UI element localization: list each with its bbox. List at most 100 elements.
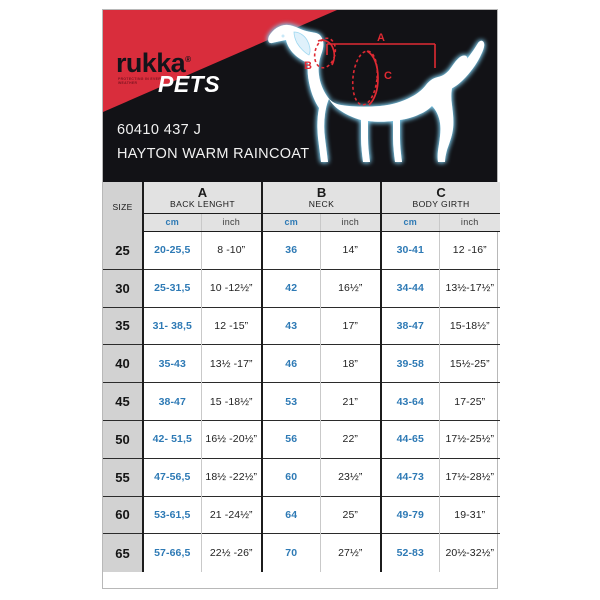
- measurement-marker-b: B: [304, 37, 337, 72]
- row-a-inch: 12 -15”: [200, 306, 262, 345]
- row-c-inch: 17½-25½”: [438, 419, 501, 459]
- table-row: 55 47-56,5 18½ -22½” 60 23½” 44-73 17½-28½”: [103, 457, 501, 497]
- row-b-cm: 70: [261, 533, 320, 572]
- row-b-inch: 23½”: [319, 457, 382, 497]
- registered-mark: ®: [185, 55, 191, 64]
- group-b-name: NECK: [308, 199, 335, 209]
- row-a-inch: 10 -12½”: [200, 268, 262, 308]
- group-c-letter: C: [436, 185, 446, 200]
- row-a-cm: 47-56,5: [142, 457, 201, 497]
- header-group-c: C BODY GIRTH: [380, 182, 501, 214]
- row-size: 55: [103, 457, 143, 497]
- row-a-cm: 57-66,5: [142, 533, 201, 572]
- size-table: SIZE A BACK LENGHT B NECK C BODY GIRTH c…: [103, 182, 501, 572]
- group-a-letter: A: [197, 185, 208, 200]
- row-b-inch: 21”: [319, 382, 382, 421]
- row-c-inch: 17½-28½”: [438, 457, 501, 497]
- brand-logo: rukka® PROTECTING IN EVERY WEATHER PETS: [116, 48, 286, 96]
- row-c-cm: 49-79: [380, 495, 440, 534]
- row-size: 45: [103, 382, 143, 421]
- row-c-cm: 44-73: [380, 457, 440, 497]
- row-c-cm: 38-47: [380, 306, 440, 345]
- row-a-cm: 38-47: [142, 382, 201, 421]
- table-row: 40 35-43 13½ -17” 46 18” 39-58 15½-25”: [103, 344, 501, 383]
- row-c-inch: 12 -16”: [438, 231, 501, 270]
- row-b-cm: 53: [261, 382, 320, 421]
- row-c-inch: 20½-32½”: [438, 533, 501, 572]
- row-c-cm: 34-44: [380, 268, 440, 308]
- row-size: 35: [103, 306, 143, 345]
- row-a-cm: 53-61,5: [142, 495, 201, 534]
- row-a-inch: 8 -10”: [200, 231, 262, 270]
- row-b-inch: 25”: [319, 495, 382, 534]
- row-a-cm: 20-25,5: [142, 231, 201, 270]
- table-row: 65 57-66,5 22½ -26” 70 27½” 52-83 20½-32½”: [103, 533, 501, 572]
- group-a-name: BACK LENGHT: [169, 199, 236, 209]
- row-b-cm: 60: [261, 457, 320, 497]
- row-b-cm: 43: [261, 306, 320, 345]
- row-size: 30: [103, 268, 143, 308]
- row-a-cm: 25-31,5: [142, 268, 201, 308]
- marker-b-label: B: [304, 60, 312, 72]
- header-c-cm: cm: [380, 213, 440, 232]
- row-b-inch: 22”: [319, 419, 382, 459]
- row-size: 25: [103, 231, 143, 270]
- header-b-cm: cm: [261, 213, 320, 232]
- table-body: 25 20-25,5 8 -10” 36 14” 30-41 12 -16” 30 25-31,…: [103, 231, 501, 572]
- row-c-inch: 15-18½”: [438, 306, 501, 345]
- row-a-cm: 31- 38,5: [142, 306, 201, 345]
- row-a-inch: 18½ -22½”: [200, 457, 262, 497]
- group-b-letter: B: [316, 185, 327, 200]
- row-size: 65: [103, 533, 143, 572]
- row-b-cm: 36: [261, 231, 320, 270]
- header-a-inch: inch: [200, 213, 262, 232]
- row-a-inch: 15 -18½”: [200, 382, 262, 421]
- row-c-inch: 13½-17½”: [438, 268, 501, 308]
- table-row: 30 25-31,5 10 -12½” 42 16½” 34-44 13½-17½”: [103, 268, 501, 308]
- marker-a-label: A: [377, 32, 385, 44]
- row-c-cm: 52-83: [380, 533, 440, 572]
- row-c-cm: 43-64: [380, 382, 440, 421]
- row-size: 40: [103, 344, 143, 383]
- row-b-cm: 56: [261, 419, 320, 459]
- product-code: 60410 437 J: [117, 122, 202, 138]
- table-row: 25 20-25,5 8 -10” 36 14” 30-41 12 -16”: [103, 231, 501, 270]
- row-b-cm: 42: [261, 268, 320, 308]
- row-b-inch: 16½”: [319, 268, 382, 308]
- table-row: 45 38-47 15 -18½” 53 21” 43-64 17-25”: [103, 382, 501, 421]
- table-row: 35 31- 38,5 12 -15” 43 17” 38-47 15-18½”: [103, 306, 501, 345]
- row-a-cm: 35-43: [142, 344, 201, 383]
- hero-panel: rukka® PROTECTING IN EVERY WEATHER PETS …: [103, 10, 497, 182]
- dog-body: [268, 24, 485, 162]
- row-c-cm: 44-65: [380, 419, 440, 459]
- row-b-cm: 46: [261, 344, 320, 383]
- product-name: HAYTON WARM RAINCOAT: [117, 146, 310, 162]
- header-b-inch: inch: [319, 213, 382, 232]
- size-chart: rukka® PROTECTING IN EVERY WEATHER PETS …: [102, 9, 501, 589]
- row-size: 50: [103, 419, 143, 459]
- header-units-row: cm inch cm inch cm inch: [103, 213, 501, 232]
- row-a-inch: 13½ -17”: [200, 344, 262, 383]
- dog-illustration: A B C: [268, 24, 485, 162]
- row-b-inch: 14”: [319, 231, 382, 270]
- row-b-inch: 27½”: [319, 533, 382, 572]
- brand-tagline: PROTECTING IN EVERY WEATHER: [118, 77, 164, 86]
- brand-name: rukka®: [116, 48, 191, 78]
- header-group-b: B NECK: [260, 182, 382, 214]
- table-header: SIZE A BACK LENGHT B NECK C BODY GIRTH c…: [103, 182, 501, 232]
- row-b-inch: 18”: [319, 344, 382, 383]
- row-c-inch: 17-25”: [438, 382, 501, 421]
- row-a-inch: 16½ -20½”: [200, 419, 262, 459]
- header-group-a: A BACK LENGHT: [142, 182, 262, 214]
- group-c-name: BODY GIRTH: [412, 199, 470, 209]
- sub-brand-name: PETS: [158, 71, 221, 97]
- row-c-cm: 30-41: [380, 231, 440, 270]
- row-a-inch: 21 -24½”: [200, 495, 262, 534]
- row-a-cm: 42- 51,5: [142, 419, 201, 459]
- row-size: 60: [103, 495, 143, 534]
- header-a-cm: cm: [142, 213, 201, 232]
- table-row: 60 53-61,5 21 -24½” 64 25” 49-79 19-31”: [103, 495, 501, 534]
- header-c-inch: inch: [438, 213, 501, 232]
- row-b-cm: 64: [261, 495, 320, 534]
- measurement-marker-a: A: [326, 32, 436, 68]
